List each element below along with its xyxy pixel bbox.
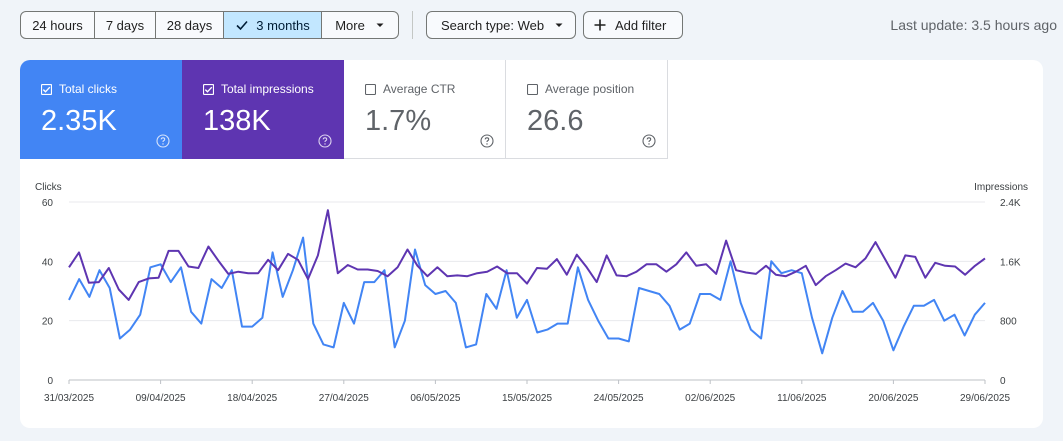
x-tick-label: 27/04/2025 [319,393,369,404]
x-tick-label: 24/05/2025 [594,393,644,404]
performance-panel: Total clicks 2.35K Total impressions 138… [20,60,1043,428]
date-range-segmented-control: 24 hours 7 days 28 days 3 months More [20,11,399,39]
range-28-days-button[interactable]: 28 days [156,12,224,38]
x-tick-label: 02/06/2025 [685,393,735,404]
y-left-tick-label: 20 [42,317,54,328]
x-tick-label: 20/06/2025 [868,393,918,404]
y-right-axis-label: Impressions [974,182,1028,193]
y-right-tick-label: 1.6K [1000,257,1021,268]
checkbox-checked-icon[interactable] [41,84,52,95]
checkbox-icon[interactable] [527,84,538,95]
series-line-impressions [68,209,986,301]
x-tick-label: 09/04/2025 [136,393,186,404]
last-update-text: Last update: 3.5 hours ago [890,17,1057,33]
help-circle-icon[interactable] [480,134,494,148]
x-tick-label: 15/05/2025 [502,393,552,404]
help-circle-icon[interactable] [156,134,170,148]
metric-label: Total clicks [59,82,118,96]
metric-card-total-impressions[interactable]: Total impressions 138K [182,60,344,159]
check-icon [236,20,248,31]
metric-value: 2.35K [41,105,117,137]
metric-card-average-position[interactable]: Average position 26.6 [506,60,668,159]
metric-value: 26.6 [527,105,584,137]
y-right-tick-label: 2.4K [1000,198,1021,209]
y-left-tick-label: 0 [47,376,53,387]
metric-label: Total impressions [221,82,314,96]
caret-down-icon [555,23,563,27]
metric-value: 1.7% [365,105,432,137]
y-right-tick-label: 0 [1000,376,1006,387]
range-24-hours-button[interactable]: 24 hours [21,12,95,38]
add-filter-button[interactable]: Add filter [583,11,683,39]
range-3-months-button[interactable]: 3 months [224,12,322,38]
toolbar-divider [412,11,413,39]
x-tick-label: 31/03/2025 [44,393,94,404]
caret-down-icon [376,23,384,27]
y-left-axis-label: Clicks [35,182,62,193]
metric-value: 138K [203,105,271,137]
series-line-clicks [68,236,986,355]
help-circle-icon[interactable] [318,134,332,148]
metric-card-average-ctr[interactable]: Average CTR 1.7% [344,60,506,159]
metric-label: Average CTR [383,82,456,96]
range-7-days-button[interactable]: 7 days [95,12,156,38]
x-tick-label: 29/06/2025 [960,393,1010,404]
metric-card-total-clicks[interactable]: Total clicks 2.35K [20,60,182,159]
performance-chart: 0 0 20 800 40 1.6K 60 2.4K Clicks Impressions 31/0… [35,182,1028,404]
y-left-tick-label: 60 [42,198,54,209]
checkbox-checked-icon[interactable] [203,84,214,95]
x-tick-label: 06/05/2025 [410,393,460,404]
y-right-tick-label: 800 [1000,317,1017,328]
range-more-dropdown[interactable]: More [322,12,398,38]
x-tick-label: 18/04/2025 [227,393,277,404]
date-range-toolbar: 24 hours 7 days 28 days 3 months More [20,11,399,39]
search-type-dropdown[interactable]: Search type: Web [426,11,576,39]
y-left-tick-label: 40 [42,257,54,268]
x-tick-label: 11/06/2025 [777,393,827,404]
checkbox-icon[interactable] [365,84,376,95]
help-circle-icon[interactable] [642,134,656,148]
plus-icon [594,19,606,31]
metric-label: Average position [545,82,635,96]
